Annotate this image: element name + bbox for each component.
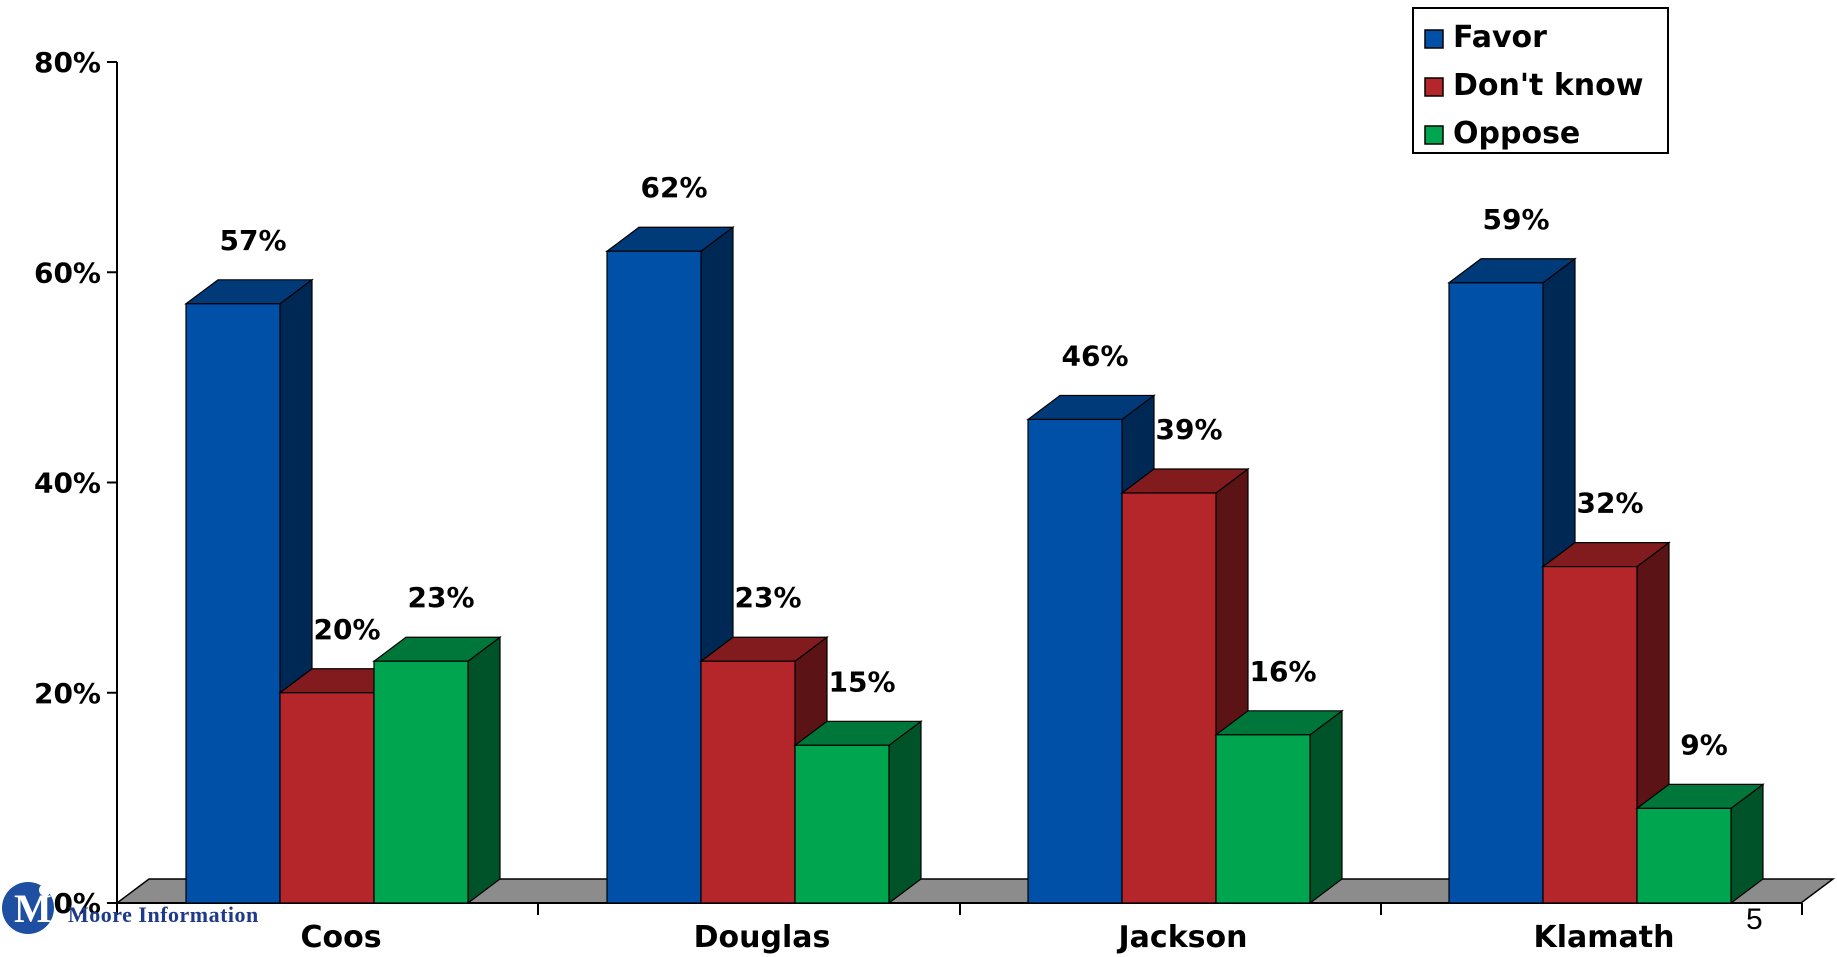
data-label-don-t-know-coos: 20% xyxy=(313,613,380,646)
bar-front-face xyxy=(279,692,375,904)
y-tick-label: 40% xyxy=(34,467,101,500)
data-label-don-t-know-douglas: 23% xyxy=(734,581,801,614)
data-label-oppose-klamath: 9% xyxy=(1680,728,1728,761)
y-tick-label: 60% xyxy=(34,256,101,289)
bar-side-face xyxy=(1309,709,1343,905)
legend-swatch-don-t-know xyxy=(1424,77,1444,97)
y-tick-label: 0% xyxy=(53,887,101,920)
bar-side-face xyxy=(888,720,922,905)
bar-front-face xyxy=(700,660,796,904)
bar-front-face xyxy=(185,303,281,904)
y-tick-label: 20% xyxy=(34,677,101,710)
legend-swatch-oppose xyxy=(1424,125,1444,145)
bar-oppose-coos xyxy=(372,636,502,905)
bar-front-face xyxy=(794,744,890,904)
category-label-jackson: Jackson xyxy=(1117,920,1248,955)
bar-side-face xyxy=(467,636,501,905)
chart-labels: Coos Douglas Jackson Klamath 57% 20% 23% 62% 23%… xyxy=(219,171,1727,955)
bar-front-face xyxy=(1542,565,1638,904)
bar-front-face xyxy=(606,250,702,904)
category-label-coos: Coos xyxy=(300,920,381,955)
bar-favor-coos xyxy=(184,278,314,905)
bar-front-face xyxy=(1215,734,1311,904)
chart-bars xyxy=(184,226,1765,905)
page-number: 5 xyxy=(1746,903,1763,936)
legend-swatch-favor xyxy=(1424,29,1444,49)
bar-front-face xyxy=(1448,282,1544,904)
data-label-don-t-know-klamath: 32% xyxy=(1576,487,1643,520)
data-label-favor-klamath: 59% xyxy=(1482,203,1549,236)
bar-front-face xyxy=(1027,418,1123,904)
bar-don-t-know-douglas xyxy=(699,636,829,905)
bar-oppose-jackson xyxy=(1214,709,1344,905)
data-label-favor-jackson: 46% xyxy=(1061,339,1128,372)
moore-information-logo: M xyxy=(0,868,300,948)
data-label-favor-coos: 57% xyxy=(219,224,286,257)
chart-legend: Favor Don't know Oppose xyxy=(1412,7,1669,154)
legend-label-oppose: Oppose xyxy=(1453,116,1580,151)
data-label-don-t-know-jackson: 39% xyxy=(1155,413,1222,446)
y-tick-label: 80% xyxy=(34,46,101,79)
bar-oppose-douglas xyxy=(793,720,923,905)
data-label-oppose-douglas: 15% xyxy=(828,665,895,698)
bar-front-face xyxy=(373,660,469,904)
category-label-douglas: Douglas xyxy=(694,920,831,955)
bar-oppose-klamath xyxy=(1635,783,1765,905)
data-label-oppose-coos: 23% xyxy=(407,581,474,614)
legend-label-favor: Favor xyxy=(1453,20,1547,55)
bar-don-t-know-jackson xyxy=(1120,467,1250,905)
data-label-oppose-jackson: 16% xyxy=(1249,655,1316,688)
bar-front-face xyxy=(1636,807,1732,904)
bar-favor-douglas xyxy=(605,226,735,905)
data-label-favor-douglas: 62% xyxy=(640,171,707,204)
legend-box xyxy=(1412,7,1669,154)
legend-label-don-t-know: Don't know xyxy=(1453,68,1643,103)
bar-front-face xyxy=(1121,492,1217,904)
logo-mark-icon: M xyxy=(2,882,54,934)
category-label-klamath: Klamath xyxy=(1534,920,1675,955)
logo-text: Moore Information xyxy=(68,902,259,927)
